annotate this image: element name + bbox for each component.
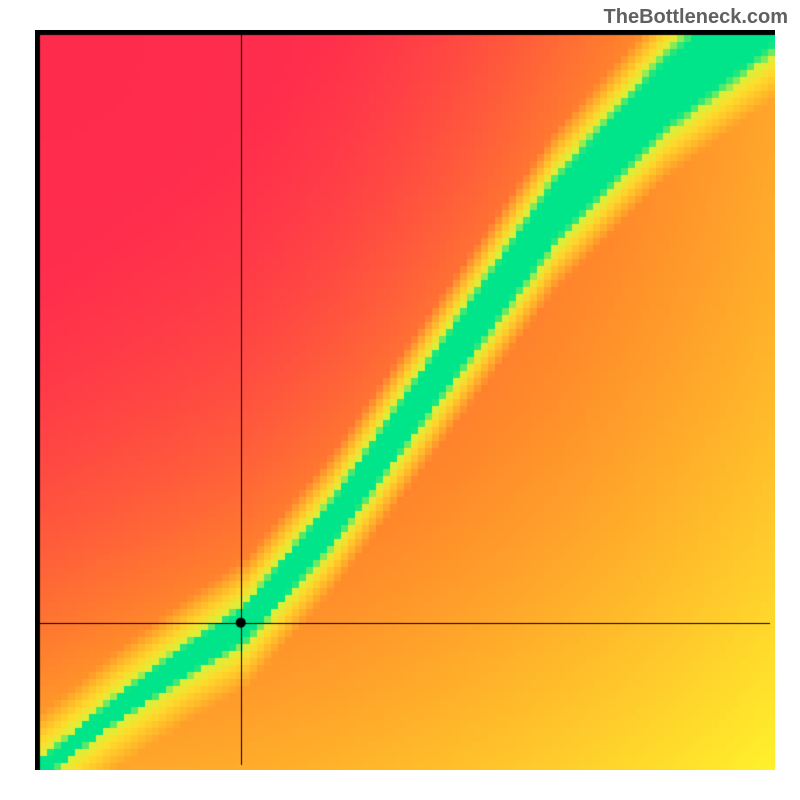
- chart-container: TheBottleneck.com: [0, 0, 800, 800]
- heatmap-plot-area: [35, 30, 775, 770]
- heatmap-canvas: [35, 30, 775, 770]
- attribution-text: TheBottleneck.com: [604, 6, 788, 29]
